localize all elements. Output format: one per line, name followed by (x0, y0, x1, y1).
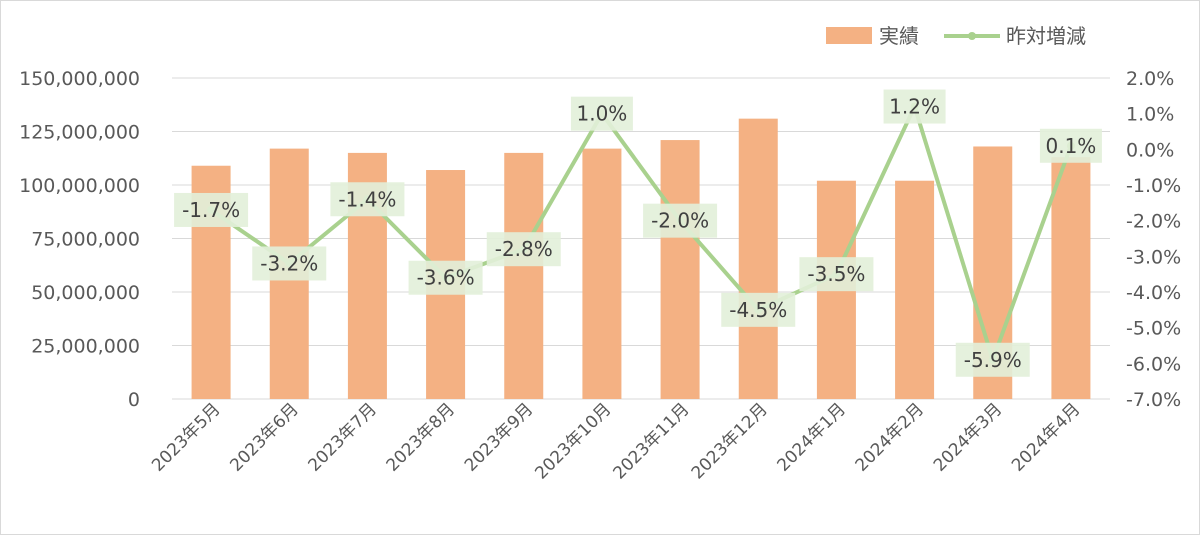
bar (582, 148, 622, 399)
data-label-box (330, 182, 405, 217)
bar (1051, 157, 1091, 399)
legend-swatch-marker (968, 32, 976, 40)
data-label: -2.8% (495, 237, 553, 261)
right-axis-ticks: 2.0% 1.0% 0.0% -1.0% -2.0% -3.0% -4.0% -5.0% -6.… (1126, 68, 1181, 411)
x-tick-label: 2024年3月 (930, 399, 1006, 475)
data-label-box (721, 292, 796, 327)
legend-label-line: 昨対増減 (1006, 24, 1086, 48)
data-label-box (643, 203, 718, 238)
gridlines (172, 77, 1110, 400)
right-tick-label: -4.0% (1126, 282, 1181, 304)
left-tick-label: 125,000,000 (19, 122, 140, 144)
right-tick-label: -5.0% (1126, 318, 1181, 340)
x-tick-label: 2024年2月 (852, 399, 928, 475)
x-tick-label: 2023年8月 (383, 399, 459, 475)
bar (660, 140, 700, 399)
data-label-box (1039, 128, 1102, 163)
right-tick-label: -1.0% (1126, 175, 1181, 197)
x-tick-label: 2023年7月 (305, 399, 381, 475)
left-axis-ticks: 0 25,000,000 50,000,000 75,000,000 100,000,0… (19, 68, 140, 411)
left-tick-label: 75,000,000 (31, 229, 140, 251)
x-tick-label: 2023年6月 (226, 399, 302, 475)
x-tick-label: 2024年1月 (774, 399, 850, 475)
left-tick-label: 50,000,000 (31, 282, 140, 304)
right-tick-label: -3.0% (1126, 246, 1181, 268)
legend-swatch-bar (826, 27, 872, 44)
data-label-box (570, 96, 633, 131)
data-label: -3.2% (260, 251, 318, 275)
legend-label-bar: 実績 (879, 24, 919, 48)
data-label: -2.0% (651, 209, 709, 233)
x-tick-label: 2023年9月 (461, 399, 537, 475)
bar (504, 152, 544, 399)
data-label-box (486, 232, 561, 267)
data-label: 0.1% (1046, 134, 1097, 158)
left-tick-label: 25,000,000 (31, 336, 140, 358)
data-label-box (799, 257, 874, 292)
x-tick-label: 2023年5月 (148, 399, 224, 475)
right-tick-label: 2.0% (1126, 68, 1174, 90)
line-series-sakutai (207, 102, 1075, 364)
x-tick-label: 2023年12月 (688, 399, 772, 483)
series-line (209, 104, 1073, 362)
x-tick-label: 2024年4月 (1008, 399, 1084, 475)
legend: 実績 昨対増減 (826, 24, 1086, 48)
line-data-labels: -1.7%-3.2%-1.4%-3.6%-2.8%1.0%-2.0%-4.5%-… (174, 89, 1102, 377)
right-tick-label: 1.0% (1126, 104, 1174, 126)
data-label: -4.5% (729, 298, 787, 322)
data-label: -3.5% (807, 262, 865, 286)
x-axis-ticks: 2023年5月 2023年6月 2023年7月 2023年8月 2023年9月2023年… (148, 399, 1084, 483)
right-tick-label: -7.0% (1126, 389, 1181, 411)
data-label: -1.4% (338, 187, 396, 211)
data-label: -1.7% (182, 198, 240, 222)
left-tick-label: 0 (128, 389, 140, 411)
x-tick-label: 2023年10月 (531, 399, 615, 483)
left-tick-label: 150,000,000 (19, 68, 140, 90)
bar (895, 180, 935, 399)
left-tick-label: 100,000,000 (19, 175, 140, 197)
data-label-box (883, 89, 946, 124)
data-label: -3.6% (417, 266, 475, 290)
data-label-box (252, 246, 327, 281)
data-label-box (174, 192, 249, 227)
bar (738, 118, 778, 399)
data-label-box (408, 260, 483, 295)
data-label: 1.2% (889, 95, 940, 119)
data-label-box (955, 342, 1030, 377)
x-tick-label: 2023年11月 (610, 399, 694, 483)
data-label: 1.0% (577, 102, 628, 126)
right-tick-label: -6.0% (1126, 353, 1181, 375)
bar-series-jisseki (191, 118, 1091, 399)
right-tick-label: -2.0% (1126, 211, 1181, 233)
right-tick-label: 0.0% (1126, 139, 1174, 161)
data-label: -5.9% (964, 348, 1022, 372)
